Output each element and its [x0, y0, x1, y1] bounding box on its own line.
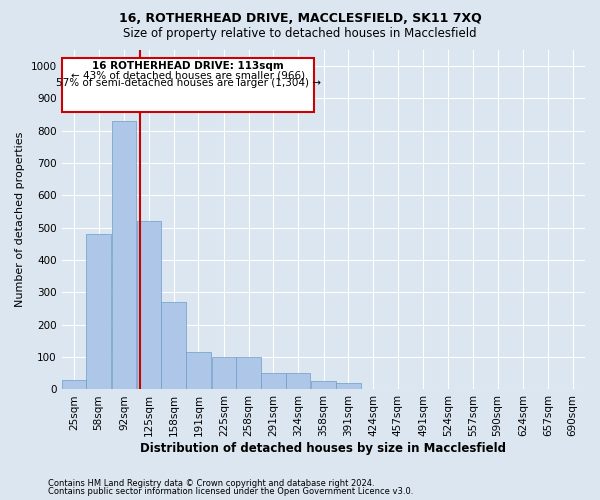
Y-axis label: Number of detached properties: Number of detached properties	[15, 132, 25, 308]
Bar	[86, 234, 111, 390]
Bar	[112, 121, 136, 390]
Text: 16, ROTHERHEAD DRIVE, MACCLESFIELD, SK11 7XQ: 16, ROTHERHEAD DRIVE, MACCLESFIELD, SK11…	[119, 12, 481, 26]
Bar	[336, 383, 361, 390]
Bar	[236, 357, 261, 390]
Bar	[62, 380, 86, 390]
Bar	[261, 374, 286, 390]
Text: 57% of semi-detached houses are larger (1,304) →: 57% of semi-detached houses are larger (…	[56, 78, 321, 88]
FancyBboxPatch shape	[62, 58, 314, 112]
Bar	[311, 382, 336, 390]
Text: Size of property relative to detached houses in Macclesfield: Size of property relative to detached ho…	[123, 28, 477, 40]
Text: Contains public sector information licensed under the Open Government Licence v3: Contains public sector information licen…	[48, 487, 413, 496]
Bar	[186, 352, 211, 390]
X-axis label: Distribution of detached houses by size in Macclesfield: Distribution of detached houses by size …	[140, 442, 506, 455]
Bar	[161, 302, 186, 390]
Text: ← 43% of detached houses are smaller (966): ← 43% of detached houses are smaller (96…	[71, 70, 305, 81]
Bar	[286, 374, 310, 390]
Bar	[137, 222, 161, 390]
Text: Contains HM Land Registry data © Crown copyright and database right 2024.: Contains HM Land Registry data © Crown c…	[48, 478, 374, 488]
Text: 16 ROTHERHEAD DRIVE: 113sqm: 16 ROTHERHEAD DRIVE: 113sqm	[92, 62, 284, 72]
Bar	[212, 357, 236, 390]
